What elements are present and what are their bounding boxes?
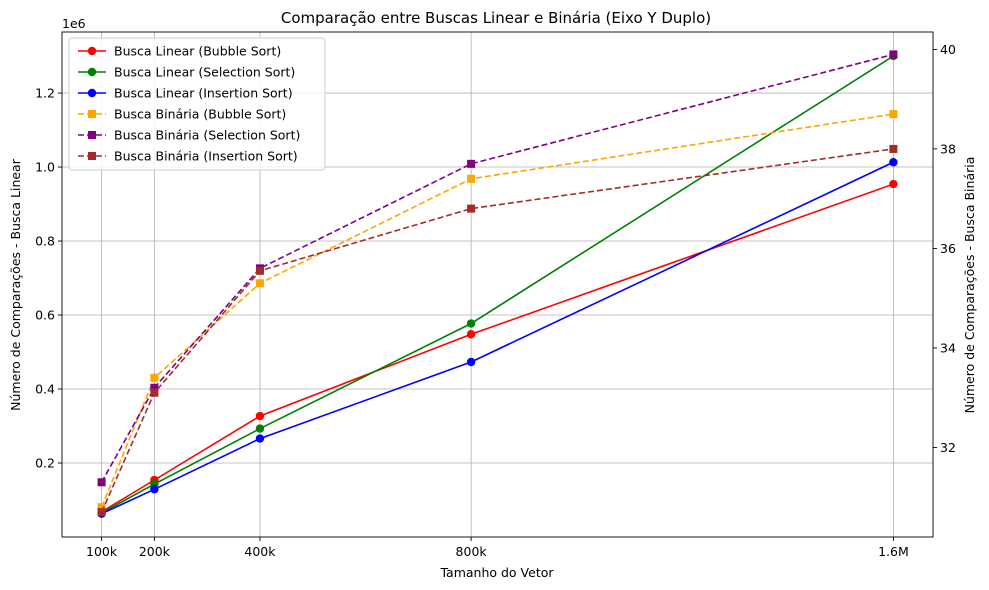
data-point <box>889 158 898 167</box>
x-tick-label: 400k <box>244 544 276 559</box>
legend-marker <box>87 67 97 77</box>
y-left-tick-label: 1.0 <box>35 160 55 175</box>
legend-item: Busca Binária (Insertion Sort) <box>78 149 298 164</box>
data-point <box>150 388 159 397</box>
series-group <box>97 158 898 518</box>
data-point <box>889 144 898 153</box>
data-point <box>97 508 106 517</box>
y-left-tick-label: 0.6 <box>35 308 55 323</box>
legend-label: Busca Binária (Bubble Sort) <box>114 107 286 122</box>
data-point <box>255 279 264 288</box>
data-point <box>466 330 476 339</box>
legend-label: Busca Binária (Selection Sort) <box>114 128 300 143</box>
x-axis-label: Tamanho do Vetor <box>439 565 554 580</box>
legend-label: Busca Linear (Insertion Sort) <box>114 86 293 101</box>
series-line <box>100 53 894 483</box>
axes-layer: 100k 200k 400k 800k 1.6M 0.2 0.4 0.6 0.8 1.0 1.2 32… <box>35 31 956 559</box>
data-point <box>255 424 265 433</box>
data-point <box>255 411 265 421</box>
y-right-tick-label: 36 <box>940 241 956 256</box>
y-left-tick-label: 1.2 <box>35 86 55 101</box>
data-point <box>150 383 159 392</box>
data-point <box>97 478 106 487</box>
y-right-tick-label: 34 <box>940 340 956 355</box>
data-point <box>467 204 476 213</box>
data-point <box>889 110 898 119</box>
y-left-tick-label: 0.4 <box>35 382 55 397</box>
legend-marker <box>88 131 96 139</box>
y-axis-right-label: Número de Comparações - Busca Binária <box>962 157 977 414</box>
legend-marker <box>88 152 96 160</box>
left-axis-offset-text: 1e6 <box>62 16 86 31</box>
y-right-tick-label: 40 <box>940 42 956 57</box>
plot-frame <box>61 31 934 538</box>
legend-item: Busca Binária (Selection Sort) <box>78 128 300 143</box>
y-left-tick-label: 0.2 <box>35 456 55 471</box>
legend-item: Busca Linear (Selection Sort) <box>78 65 295 80</box>
data-point <box>467 159 476 168</box>
legend-marker <box>87 88 97 98</box>
legend-item: Busca Linear (Insertion Sort) <box>78 86 293 101</box>
data-point <box>150 373 159 382</box>
data-point <box>97 503 106 512</box>
y-right-tick-label: 32 <box>940 440 956 455</box>
data-point <box>889 50 898 59</box>
chart-title: Comparação entre Buscas Linear e Binária… <box>281 9 711 27</box>
legend-item: Busca Binária (Bubble Sort) <box>78 107 286 122</box>
data-point <box>889 179 898 189</box>
data-point <box>150 485 159 494</box>
data-point <box>466 357 476 367</box>
legend-box <box>68 37 326 171</box>
x-tick-label: 100k <box>86 544 118 559</box>
y-right-tick-label: 38 <box>940 141 956 156</box>
series-layer <box>97 50 898 518</box>
data-point <box>255 434 265 443</box>
legend-label: Busca Binária (Insertion Sort) <box>114 149 298 164</box>
y-left-tick-label: 0.8 <box>35 234 55 249</box>
legend: Busca Linear (Bubble Sort) Busca Linear (… <box>68 37 326 171</box>
series-line <box>100 113 894 508</box>
legend-marker <box>88 110 96 118</box>
x-tick-label: 200k <box>139 544 171 559</box>
series-group <box>97 110 898 512</box>
legend-label: Busca Linear (Selection Sort) <box>114 65 295 80</box>
legend-label: Busca Linear (Bubble Sort) <box>114 44 281 59</box>
x-tick-label: 800k <box>456 544 488 559</box>
legend-item: Busca Linear (Bubble Sort) <box>78 44 281 59</box>
y-axis-left-label: Número de Comparações - Busca Linear <box>8 158 23 411</box>
series-group <box>97 179 898 517</box>
data-point <box>467 174 476 183</box>
x-tick-label: 1.6M <box>878 544 909 559</box>
series-group <box>97 144 898 517</box>
data-point <box>466 319 476 328</box>
legend-marker <box>87 46 97 56</box>
series-line <box>101 161 894 515</box>
data-point <box>255 266 264 275</box>
